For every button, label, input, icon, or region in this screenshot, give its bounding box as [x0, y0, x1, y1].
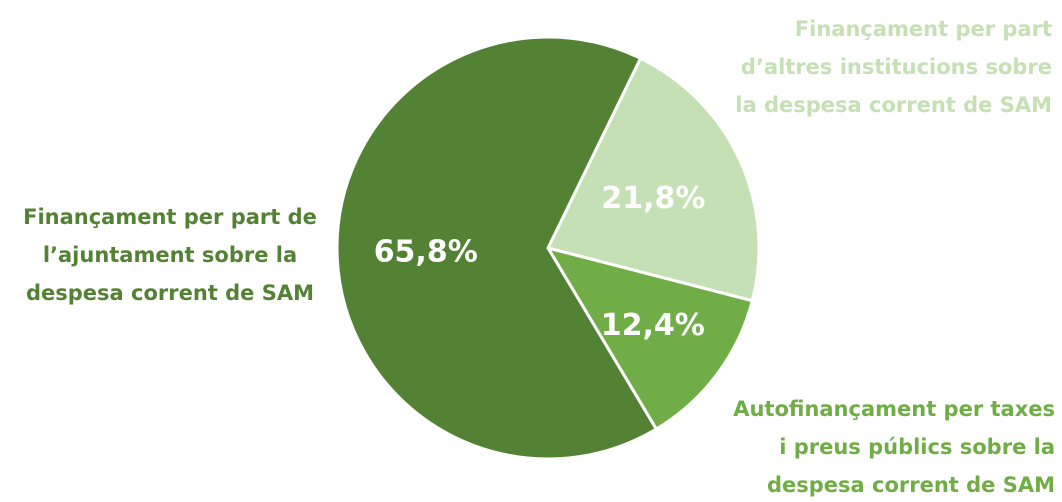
label-line: Finançament per part	[795, 17, 1052, 41]
label-line: Autofinançament per taxes	[733, 397, 1055, 421]
pie-slice	[544, 245, 755, 432]
label-line: i preus públics sobre la	[779, 435, 1055, 459]
label-line: l’ajuntament sobre la	[43, 243, 297, 267]
category-label: Finançament per part de l’ajuntament sobr…	[23, 205, 317, 305]
value-label: 65,8%	[374, 235, 478, 270]
category-label: Finançament per part d’altres institucion…	[735, 17, 1052, 117]
value-label: 21,8%	[601, 181, 705, 216]
pie-slice	[545, 56, 761, 303]
pie-slice	[335, 35, 659, 461]
label-line: despesa corrent de SAM	[767, 473, 1055, 497]
label-line: la despesa corrent de SAM	[735, 93, 1052, 117]
value-label: 12,4%	[601, 308, 705, 343]
label-line: despesa corrent de SAM	[26, 281, 314, 305]
label-line: d’altres institucions sobre	[741, 55, 1052, 79]
label-line: Finançament per part de	[23, 205, 317, 229]
category-label: Autofinançament per taxes i preus públics…	[733, 397, 1055, 497]
